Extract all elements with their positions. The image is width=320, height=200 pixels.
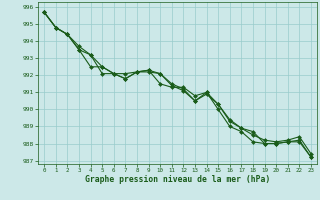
X-axis label: Graphe pression niveau de la mer (hPa): Graphe pression niveau de la mer (hPa) (85, 175, 270, 184)
